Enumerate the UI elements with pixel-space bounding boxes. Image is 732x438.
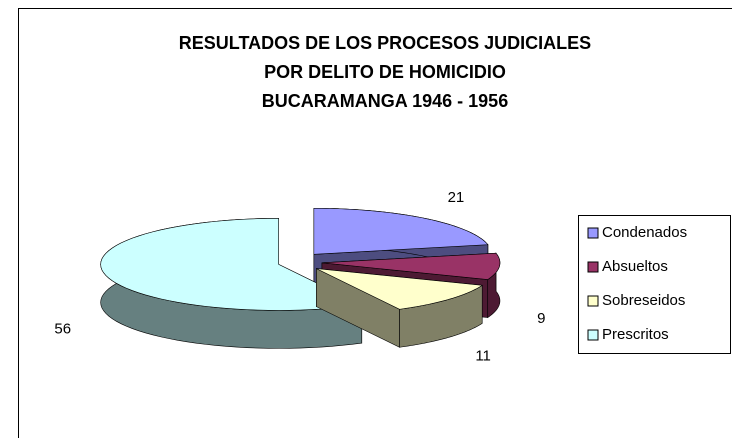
legend-swatch bbox=[587, 227, 599, 239]
pie-slice bbox=[316, 268, 484, 348]
legend-swatch bbox=[587, 329, 599, 341]
data-label: 11 bbox=[475, 348, 491, 365]
data-label: 21 bbox=[448, 189, 465, 206]
chart-title: BUCARAMANGA 1946 - 1956 bbox=[262, 91, 508, 111]
chart-title: RESULTADOS DE LOS PROCESOS JUDICIALES bbox=[179, 33, 591, 53]
chart-title: POR DELITO DE HOMICIDIO bbox=[264, 62, 506, 82]
legend-label: Prescritos bbox=[602, 326, 669, 343]
legend-label: Condenados bbox=[602, 224, 687, 241]
legend-label: Absueltos bbox=[602, 258, 668, 275]
data-label: 56 bbox=[54, 320, 71, 337]
legend-label: Sobreseidos bbox=[602, 292, 685, 309]
slice-top bbox=[316, 268, 484, 310]
legend-swatch bbox=[587, 261, 599, 273]
slice-top bbox=[321, 252, 501, 280]
slice-top bbox=[100, 218, 363, 311]
data-label: 9 bbox=[537, 310, 545, 327]
slice-top bbox=[313, 208, 489, 255]
legend-box bbox=[578, 215, 731, 354]
legend-swatch bbox=[587, 295, 599, 307]
pie-slice bbox=[100, 218, 363, 349]
